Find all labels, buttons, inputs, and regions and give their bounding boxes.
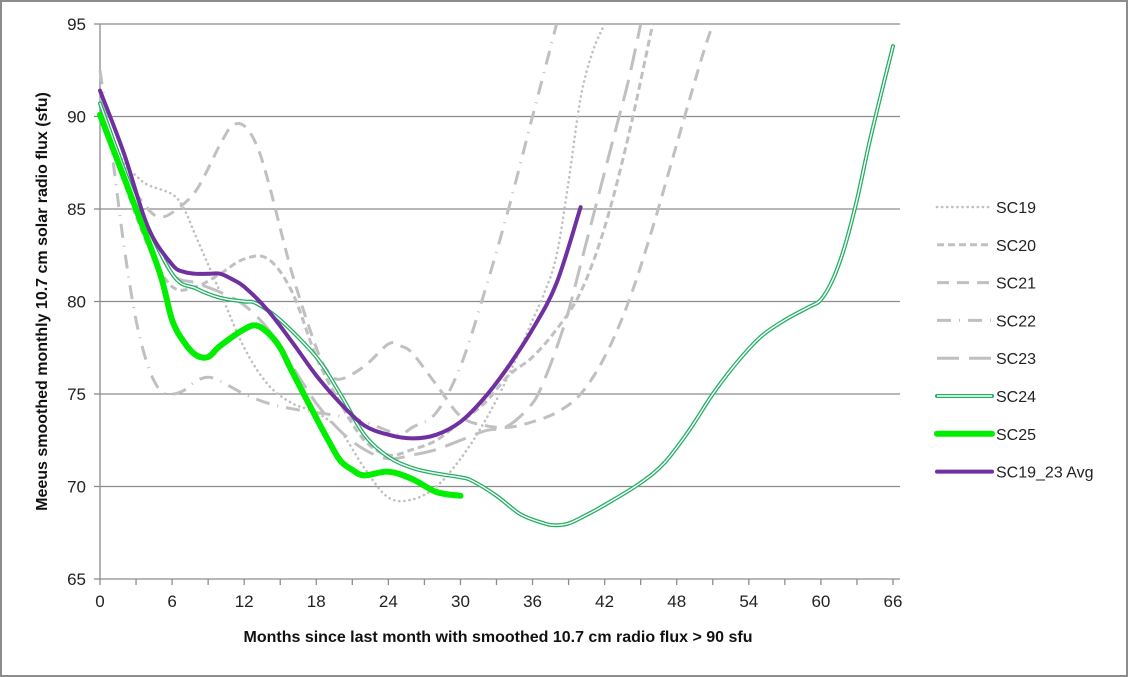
axes	[94, 23, 900, 585]
legend-item: SC19_23 Avg	[935, 465, 1094, 482]
series-line-sc21	[98, 24, 715, 430]
series-line-sc24	[98, 44, 895, 528]
y-tick-labels: 65 70 75 80 85 90 95	[67, 15, 86, 589]
y-tick-label: 95	[67, 15, 86, 34]
x-axis-title: Months since last month with smoothed 10…	[244, 629, 753, 646]
series-line-sc25	[97, 111, 464, 499]
x-tick-labels: 0 6 12 18 24 30 36 42 48 54 60 66	[95, 592, 902, 611]
legend-label: SC20	[996, 238, 1036, 255]
x-tick-label: 66	[884, 592, 903, 611]
y-tick-label: 75	[67, 385, 86, 404]
legend-label: SC19_23 Avg	[996, 465, 1094, 482]
y-axis-title: Meeus smoothed monthly 10.7 cm solar rad…	[34, 92, 51, 511]
legend-item: SC19	[935, 200, 1036, 217]
y-tick-label: 70	[67, 478, 86, 497]
x-tick-label: 60	[811, 592, 830, 611]
y-tick-label: 80	[67, 293, 86, 312]
legend-label: SC22	[996, 313, 1036, 330]
x-tick-label: 30	[451, 592, 470, 611]
x-tick-label: 6	[167, 592, 176, 611]
x-tick-label: 0	[95, 592, 104, 611]
legend-label: SC25	[996, 427, 1036, 444]
legend: SC19 SC20 SC21 SC22 SC23 SC24 SC25 SC19_23 Avg	[934, 200, 1094, 482]
y-tick-label: 85	[67, 200, 86, 219]
x-tick-label: 54	[739, 592, 758, 611]
y-tick-label: 90	[67, 108, 86, 127]
legend-item: SC22	[937, 313, 1036, 330]
y-tick-label: 65	[67, 570, 86, 589]
x-tick-label: 24	[379, 592, 398, 611]
legend-label: SC23	[996, 351, 1036, 368]
x-tick-label: 36	[523, 592, 542, 611]
legend-item: SC21	[937, 276, 1036, 293]
series-line-sc19-23-avg	[98, 88, 583, 441]
series-lines	[97, 24, 895, 528]
legend-item: SC23	[937, 351, 1036, 368]
x-tick-label: 48	[667, 592, 686, 611]
legend-item: SC25	[934, 427, 1036, 444]
legend-item: SC24	[935, 389, 1036, 406]
series-line-sc19	[98, 24, 606, 503]
legend-label: SC24	[996, 389, 1036, 406]
gridlines	[100, 23, 900, 488]
x-tick-label: 42	[595, 592, 614, 611]
series-line-sc24-inner	[99, 45, 894, 527]
x-tick-label: 18	[307, 592, 326, 611]
legend-item: SC20	[937, 238, 1036, 255]
x-tick-label: 12	[235, 592, 254, 611]
legend-label: SC21	[996, 276, 1036, 293]
series-line-sc23	[98, 24, 643, 461]
legend-label: SC19	[996, 200, 1036, 217]
